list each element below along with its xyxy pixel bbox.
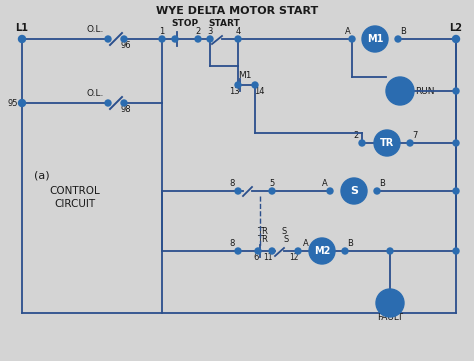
Circle shape: [235, 188, 241, 194]
Circle shape: [207, 36, 213, 42]
Text: S: S: [282, 226, 287, 235]
Circle shape: [18, 35, 26, 43]
Circle shape: [376, 289, 404, 317]
Text: RUN: RUN: [415, 87, 435, 96]
Text: B: B: [379, 179, 385, 188]
Text: 14: 14: [254, 87, 264, 96]
Text: L2: L2: [449, 23, 463, 33]
Circle shape: [374, 188, 380, 194]
Circle shape: [159, 36, 165, 42]
Text: CONTROL: CONTROL: [50, 186, 100, 196]
Text: B: B: [347, 239, 353, 248]
Circle shape: [387, 248, 393, 254]
Text: L1: L1: [16, 23, 28, 33]
Text: 5: 5: [269, 179, 274, 188]
Text: 2: 2: [195, 27, 201, 36]
Circle shape: [309, 238, 335, 264]
Text: O.L.: O.L.: [86, 26, 104, 35]
Text: 96: 96: [121, 42, 131, 51]
Circle shape: [453, 88, 459, 94]
Text: O.L.: O.L.: [86, 90, 104, 99]
Text: M1: M1: [238, 70, 252, 79]
Circle shape: [295, 248, 301, 254]
Text: WYE DELTA MOTOR START: WYE DELTA MOTOR START: [156, 6, 318, 16]
Circle shape: [453, 188, 459, 194]
Circle shape: [374, 130, 400, 156]
Circle shape: [172, 36, 178, 42]
Circle shape: [121, 100, 127, 106]
Text: CIRCUIT: CIRCUIT: [55, 199, 96, 209]
Circle shape: [235, 36, 241, 42]
Circle shape: [453, 35, 459, 43]
Text: S: S: [350, 186, 358, 196]
Circle shape: [105, 36, 111, 42]
Circle shape: [255, 248, 261, 254]
Text: FAULT: FAULT: [377, 313, 403, 322]
Circle shape: [453, 140, 459, 146]
Text: 8: 8: [229, 179, 235, 188]
Circle shape: [407, 140, 413, 146]
Text: TR: TR: [380, 138, 394, 148]
Circle shape: [269, 248, 275, 254]
Circle shape: [453, 248, 459, 254]
Text: A: A: [303, 239, 309, 248]
Text: 8: 8: [229, 239, 235, 248]
Text: 6: 6: [253, 252, 259, 261]
Text: M2: M2: [314, 246, 330, 256]
Circle shape: [252, 82, 258, 88]
Text: 11: 11: [263, 252, 273, 261]
Text: 13: 13: [228, 87, 239, 96]
Text: 2: 2: [354, 131, 359, 140]
Circle shape: [327, 188, 333, 194]
Text: A: A: [345, 27, 351, 36]
Circle shape: [195, 36, 201, 42]
Circle shape: [18, 100, 26, 106]
Text: TR: TR: [256, 235, 267, 244]
Text: START: START: [208, 19, 240, 29]
Text: (a): (a): [34, 171, 50, 181]
Text: 4: 4: [236, 27, 241, 36]
Text: B: B: [400, 27, 406, 36]
Circle shape: [235, 248, 241, 254]
Text: 7: 7: [412, 131, 418, 140]
Text: 95: 95: [8, 99, 18, 108]
Circle shape: [341, 178, 367, 204]
Text: 3: 3: [207, 27, 213, 36]
Circle shape: [359, 140, 365, 146]
Text: A: A: [322, 179, 328, 188]
Circle shape: [342, 248, 348, 254]
Circle shape: [235, 82, 241, 88]
Text: S: S: [283, 235, 289, 244]
Text: TR: TR: [256, 226, 267, 235]
Circle shape: [386, 77, 414, 105]
Text: 98: 98: [121, 105, 131, 114]
Circle shape: [395, 36, 401, 42]
Text: 12: 12: [289, 252, 299, 261]
Circle shape: [349, 36, 355, 42]
Circle shape: [269, 188, 275, 194]
Circle shape: [105, 100, 111, 106]
Circle shape: [121, 36, 127, 42]
Circle shape: [362, 26, 388, 52]
Text: M1: M1: [367, 34, 383, 44]
Text: 1: 1: [159, 27, 164, 36]
Text: STOP: STOP: [172, 19, 199, 29]
